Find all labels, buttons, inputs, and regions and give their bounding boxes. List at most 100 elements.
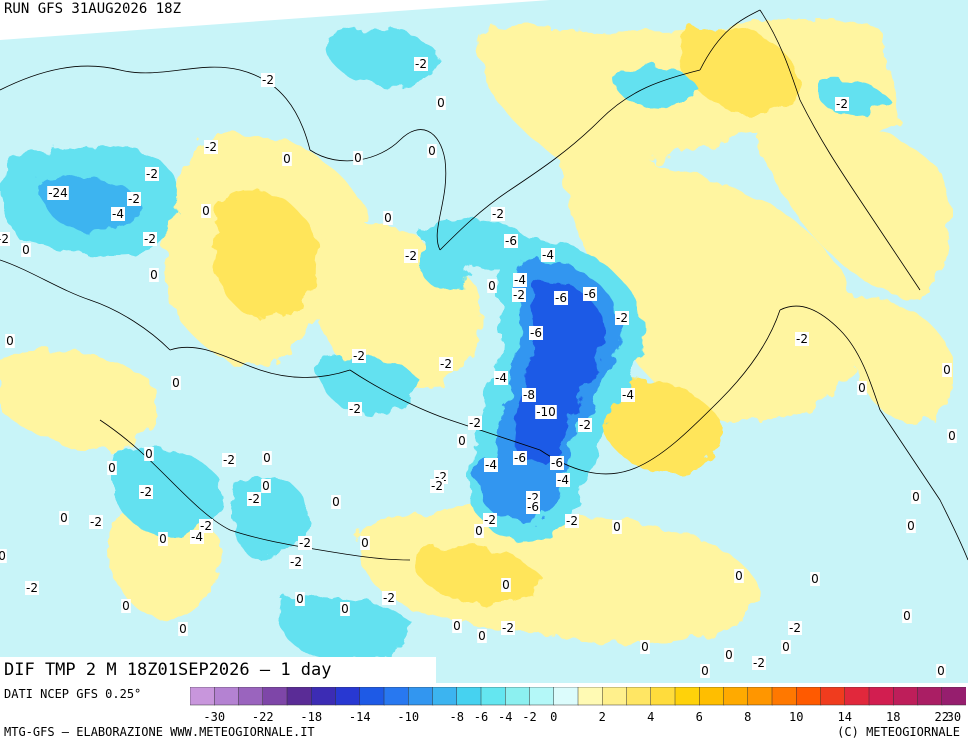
negative-anomaly-arctic	[328, 29, 440, 87]
positive-anomaly-west-south	[0, 349, 157, 450]
color-scale-tick-label: 30	[946, 710, 962, 724]
color-scale-swatch	[577, 686, 603, 706]
contour-label-background	[178, 622, 188, 636]
contour-label: 0	[361, 536, 369, 550]
contour-label-background	[483, 513, 497, 527]
color-scale-swatch	[480, 686, 506, 706]
positive-anomaly-southeast	[840, 297, 953, 422]
contour-label: 0	[108, 461, 116, 475]
contour-label-background	[487, 279, 497, 293]
color-scale-tick-label: -4	[498, 710, 513, 724]
color-scale-swatch	[456, 686, 482, 706]
contour-label-background	[788, 621, 802, 635]
contour-label-background	[89, 515, 103, 529]
contour-label-background	[107, 461, 117, 475]
contour-label: -6	[551, 456, 563, 470]
contour-label-background	[204, 140, 218, 154]
contour-label: -6	[505, 234, 517, 248]
color-scale-swatch	[383, 686, 409, 706]
contour-label-background	[501, 621, 515, 635]
color-scale-swatch	[238, 686, 264, 706]
contour-label: -2	[353, 349, 365, 363]
contour-label: -2	[299, 536, 311, 550]
contour-label: 0	[122, 599, 130, 613]
color-scale-swatch	[189, 686, 215, 706]
positive-anomaly-west-core	[214, 188, 321, 320]
contour-label-background	[190, 530, 204, 544]
contour-label: 0	[384, 211, 392, 225]
contour-label: -4	[495, 371, 507, 385]
contour-label-background	[906, 519, 916, 533]
positive-anomaly-far-east	[758, 113, 951, 300]
contour-label-background	[383, 211, 393, 225]
contour-label-background	[947, 429, 957, 443]
contour-label-background	[942, 363, 952, 377]
color-scale-bar	[189, 686, 967, 706]
contour-label-background	[734, 569, 744, 583]
contour-label: 0	[296, 592, 304, 606]
contour-label: -4	[112, 207, 124, 221]
color-scale-tick-label: 14	[837, 710, 852, 724]
contour-label: -6	[527, 500, 539, 514]
legend-panel: DATI NCEP GFS 0.25° -30 -22 -18 -14 -10 -8 -6-…	[0, 683, 968, 745]
contour-label-background	[158, 532, 168, 546]
contour-label: -4	[542, 248, 554, 262]
contour-label: 0	[202, 204, 210, 218]
color-scale-tick-label: -22	[251, 710, 274, 724]
color-scale-swatch	[529, 686, 555, 706]
contour-label-background	[143, 232, 157, 246]
contour-label-background	[504, 234, 518, 248]
contour-label-background	[513, 451, 527, 465]
contour-label-background	[436, 96, 446, 110]
contour-label: -2	[205, 140, 217, 154]
contour-label-background	[145, 167, 159, 181]
color-scale-swatch	[747, 686, 773, 706]
contour-label: 0	[937, 664, 945, 678]
contour-label: 0	[613, 520, 621, 534]
contour-label-background	[494, 371, 508, 385]
contour-label-background	[149, 268, 159, 282]
contour-label-background	[59, 511, 69, 525]
contour-label: 0	[735, 569, 743, 583]
color-scale-swatch	[674, 686, 700, 706]
contour-label: -2	[492, 207, 504, 221]
contour-label: 0	[488, 279, 496, 293]
contour-label-background	[199, 519, 213, 533]
contour-label-background	[621, 388, 635, 402]
contour-label-background	[282, 152, 292, 166]
contour-label: 0	[263, 451, 271, 465]
color-scale-tick-label: -6	[473, 710, 489, 724]
contour-label: 0	[782, 640, 790, 654]
contour-label-background	[554, 291, 568, 305]
color-scale-tick-label: 8	[744, 710, 752, 724]
color-scale-swatch	[335, 686, 361, 706]
contour-label-background	[640, 640, 650, 654]
contour-label: 0	[458, 434, 466, 448]
contour-label-background	[529, 326, 543, 340]
contour-label: 0	[145, 447, 153, 461]
contour-label: -2	[290, 555, 302, 569]
color-scale-swatch	[771, 686, 797, 706]
contour-label: 0	[437, 96, 445, 110]
contour-label: 0	[907, 519, 915, 533]
contour-label-background	[936, 664, 946, 678]
negative-anomaly-northeast	[616, 66, 700, 108]
contour-label-background	[578, 418, 592, 432]
contour-label-background	[724, 648, 734, 662]
contour-label-background	[139, 485, 153, 499]
contour-label-background	[5, 334, 15, 348]
color-scale: -30 -22 -18 -14 -10 -8 -6 -4 -2 0 2 4 6 8 10 14 18 22 30	[189, 686, 967, 724]
contour-label: -24	[48, 186, 68, 200]
run-title: RUN GFS 31AUG2026 18Z	[4, 1, 182, 17]
contour-label: 0	[0, 549, 6, 563]
contour-label: -2	[566, 514, 578, 528]
contour-label: -2	[579, 418, 591, 432]
contour-label-background	[491, 207, 505, 221]
contour-label: -2	[128, 192, 140, 206]
contour-label: -2	[753, 656, 765, 670]
contour-label: 0	[22, 243, 30, 257]
contour-label: -2	[527, 491, 539, 505]
color-scale-swatch	[602, 686, 628, 706]
color-scale-swatch	[941, 686, 967, 706]
contour-label-background	[127, 192, 141, 206]
